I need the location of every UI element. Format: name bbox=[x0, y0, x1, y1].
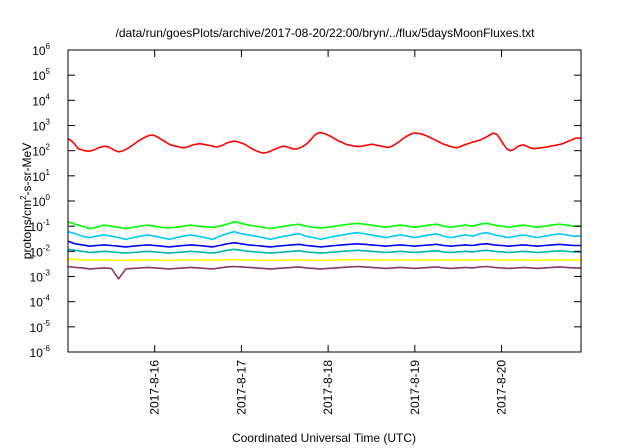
y-tick-label: 10-3 bbox=[30, 269, 51, 285]
y-tick-label-base: 10 bbox=[32, 69, 46, 83]
y-tick-label: 10-1 bbox=[30, 218, 51, 234]
x-tick-label: 2017-8-19 bbox=[408, 360, 422, 415]
y-tick-label-exp: 6 bbox=[46, 42, 51, 51]
y-tick-label: 10-4 bbox=[30, 294, 51, 310]
y-tick-label-base: 10 bbox=[32, 94, 46, 108]
y-tick-label: 104 bbox=[32, 92, 50, 108]
y-axis-label-rest: -s-sr-MeV bbox=[20, 143, 34, 196]
y-tick-label: 106 bbox=[32, 42, 50, 58]
y-tick-label: 102 bbox=[32, 143, 50, 159]
series-line-2 bbox=[67, 230, 581, 241]
y-tick-label-base: 10 bbox=[30, 346, 44, 360]
y-tick-label: 10-5 bbox=[30, 319, 51, 335]
y-tick-label-exp: 5 bbox=[46, 67, 51, 76]
y-tick-label-base: 10 bbox=[32, 145, 46, 159]
y-tick-label-exp: 3 bbox=[46, 118, 51, 127]
y-tick-label-exp: -6 bbox=[43, 344, 51, 353]
y-tick-label-exp: -4 bbox=[43, 294, 51, 303]
x-axis: 2017-8-16 2017-8-17 2017-8-18 2017-8-19 2017… bbox=[148, 50, 509, 415]
plot-frame bbox=[67, 49, 582, 353]
y-tick-label-base: 10 bbox=[30, 321, 44, 335]
y-tick-label: 105 bbox=[32, 67, 50, 83]
series-layer bbox=[67, 131, 582, 280]
x-tick-label: 2017-8-20 bbox=[495, 360, 509, 415]
y-tick-label: 10-6 bbox=[30, 344, 51, 360]
x-tick-label: 2017-8-17 bbox=[234, 360, 248, 415]
series-line-4 bbox=[67, 248, 581, 254]
y-tick-label: 103 bbox=[32, 118, 50, 134]
y-tick-label-exp: 0 bbox=[46, 193, 51, 202]
x-axis-label: Coordinated Universal Time (UTC) bbox=[232, 431, 416, 445]
series-line-1 bbox=[67, 220, 581, 230]
series-line-5 bbox=[67, 258, 581, 262]
y-axis-label-sup: 2 bbox=[19, 195, 28, 200]
x-tick-label: 2017-8-16 bbox=[148, 360, 162, 415]
y-tick-label-base: 10 bbox=[30, 296, 44, 310]
y-tick-label-exp: -1 bbox=[43, 218, 51, 227]
y-tick-label-base: 10 bbox=[30, 220, 44, 234]
y-tick-label-base: 10 bbox=[30, 245, 44, 259]
series-line-0 bbox=[67, 131, 582, 154]
y-tick-label: 10-2 bbox=[30, 243, 51, 259]
series-line-3 bbox=[67, 240, 581, 248]
y-tick-label-base: 10 bbox=[30, 271, 44, 285]
y-tick-label-exp: -5 bbox=[43, 319, 51, 328]
y-tick-label-base: 10 bbox=[32, 44, 46, 58]
y-tick-label-exp: 2 bbox=[46, 143, 51, 152]
y-tick-label-base: 10 bbox=[32, 170, 46, 184]
y-tick-label-base: 10 bbox=[32, 120, 46, 134]
y-tick-label-base: 10 bbox=[32, 195, 46, 209]
y-axis: 10-610-510-410-310-210-11001011021031041… bbox=[30, 42, 581, 360]
y-tick-label: 100 bbox=[32, 193, 50, 209]
y-tick-label: 101 bbox=[32, 168, 50, 184]
y-axis-label-base: protons/cm bbox=[20, 200, 34, 259]
x-tick-label: 2017-8-18 bbox=[321, 360, 335, 415]
y-tick-label-exp: 4 bbox=[46, 92, 51, 101]
y-axis-label: protons/cm2-s-sr-MeV bbox=[19, 143, 34, 259]
y-tick-label-exp: -2 bbox=[43, 243, 51, 252]
chart-title: /data/run/goesPlots/archive/2017-08-20/2… bbox=[116, 26, 536, 40]
y-tick-label-exp: -3 bbox=[43, 269, 51, 278]
series-line-6 bbox=[67, 265, 581, 280]
y-tick-label-exp: 1 bbox=[46, 168, 51, 177]
